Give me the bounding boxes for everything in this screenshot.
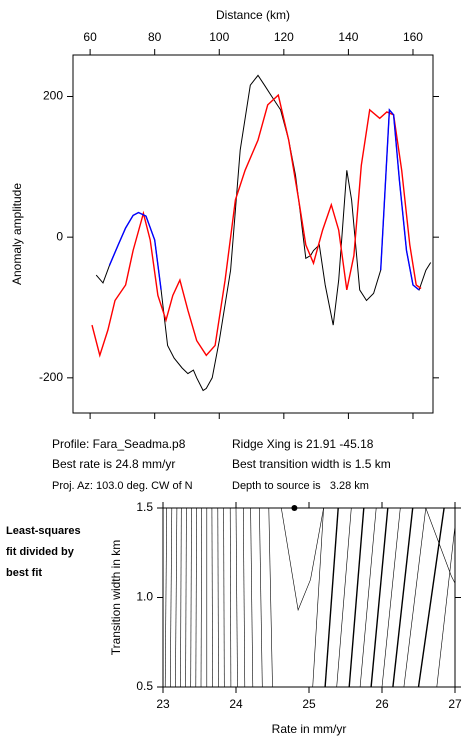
contour-line [185,507,187,688]
contour-line [223,507,225,688]
contour-line [217,507,219,688]
contour-line [370,507,389,688]
contour-line [180,507,182,688]
y-tick-label: -200 [39,370,63,384]
contour-line [392,507,414,688]
contour-line [425,507,456,584]
y-tick-label: 0 [56,229,63,243]
y-tick-label: 200 [43,89,63,103]
contour-line [436,525,456,688]
data-line [91,93,422,358]
x-tick-label: 27 [448,697,462,711]
contour-line [403,507,427,688]
contour-line [336,507,352,688]
x-tick-label: 26 [375,697,389,711]
info-text: Best rate is 24.8 mm/yr [52,457,175,471]
info-text: Depth to source is 3.28 km [232,480,369,492]
contour-line [211,507,213,688]
x-tick-label: 140 [338,30,358,44]
contour-line [164,507,167,688]
x-tick-label: 160 [403,30,423,44]
contour-line [250,507,254,688]
x-tick-label: 24 [229,697,243,711]
contour-line [235,507,238,688]
panel-label: best fit [6,567,42,579]
y-axis-label: Anomaly amplitude [10,183,24,285]
contour-line [175,507,178,688]
contour-line [200,507,202,688]
best-fit-point [291,505,298,511]
panel-label: fit divided by [6,546,75,558]
contour-line [229,507,232,688]
x-tick-label: 100 [209,30,229,44]
x-tick-label: 23 [156,697,170,711]
contour-line [359,507,377,688]
y-tick-label: 1.5 [136,500,153,514]
x-axis-label: Distance (km) [216,8,290,22]
contour-line [190,507,192,688]
info-text: Ridge Xing is 21.91 -45.18 [232,437,374,451]
info-text: Best transition width is 1.5 km [232,457,391,471]
y-tick-label: 1.0 [136,590,153,604]
contour-line [195,507,197,688]
contour-line [312,507,324,688]
contour-line [324,507,339,688]
x-axis-label: Rate in mm/yr [272,722,347,736]
contour-line [417,507,445,688]
contour-line [281,507,324,612]
info-text: Proj. Az: 103.0 deg. CW of N [52,480,193,492]
info-text: Profile: Fara_Seadma.p8 [52,437,186,451]
contour-line [381,507,401,688]
panel-label: Least-squares [6,525,81,537]
x-tick-label: 80 [148,30,162,44]
x-tick-label: 60 [83,30,97,44]
contour-line [243,507,246,688]
contour-line [268,507,273,688]
y-tick-label: 0.5 [136,679,153,693]
x-tick-label: 25 [302,697,316,711]
contour-line [170,507,173,688]
frame [72,54,434,414]
contour-line [348,507,365,688]
y-axis-label: Transition width in km [109,540,123,656]
contour-line [259,507,263,688]
data-line [108,108,420,291]
x-tick-label: 120 [274,30,294,44]
